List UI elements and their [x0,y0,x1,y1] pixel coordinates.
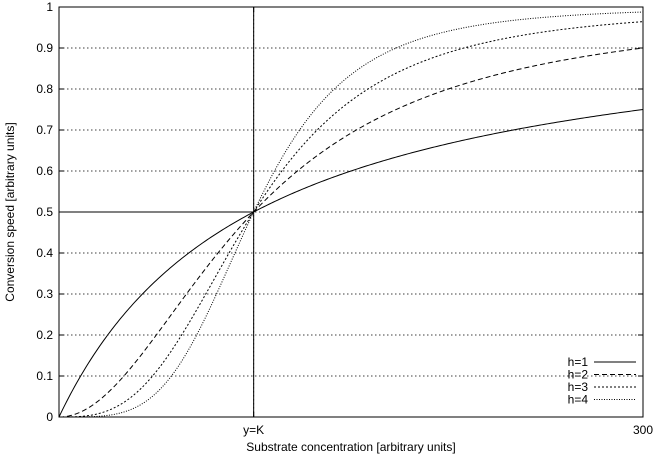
y-tick-label: 0.7 [36,123,53,137]
legend-label: h=4 [568,393,589,407]
series-layer [58,11,644,418]
series-line-h2 [58,47,644,418]
legend-label: h=1 [568,355,589,369]
y-tick-label: 0.6 [36,164,53,178]
series-line-h4 [59,11,644,418]
y-tick-label: 0.5 [36,205,53,219]
x-tick-label: y=K [243,423,264,437]
y-tick-label: 0.3 [36,287,53,301]
reference-lines [59,7,255,417]
y-tick-label: 0.2 [36,328,53,342]
y-tick-label: 0.1 [36,369,53,383]
series-line-h3 [59,21,644,418]
y-tick-label: 1 [46,0,53,14]
legend-label: h=2 [568,368,589,382]
y-tick-label: 0.9 [36,41,53,55]
x-axis-label: Substrate concentration [arbitrary units… [246,440,455,454]
y-tick-label: 0.4 [36,246,53,260]
tick-layer: 0 0.1 0.2 0.3 0.4 0.5 0.6 0.7 0.8 0.9 1 y=K 300 [36,0,653,437]
y-tick-label: 0 [46,410,53,424]
x-tick-label: 300 [633,423,653,437]
y-tick-label: 0.8 [36,82,53,96]
legend-label: h=3 [568,380,589,394]
legend: h=1h=2h=3h=4 [568,355,636,407]
series-line-h1 [58,109,644,418]
y-axis-label: Conversion speed [arbitrary units] [3,122,17,301]
